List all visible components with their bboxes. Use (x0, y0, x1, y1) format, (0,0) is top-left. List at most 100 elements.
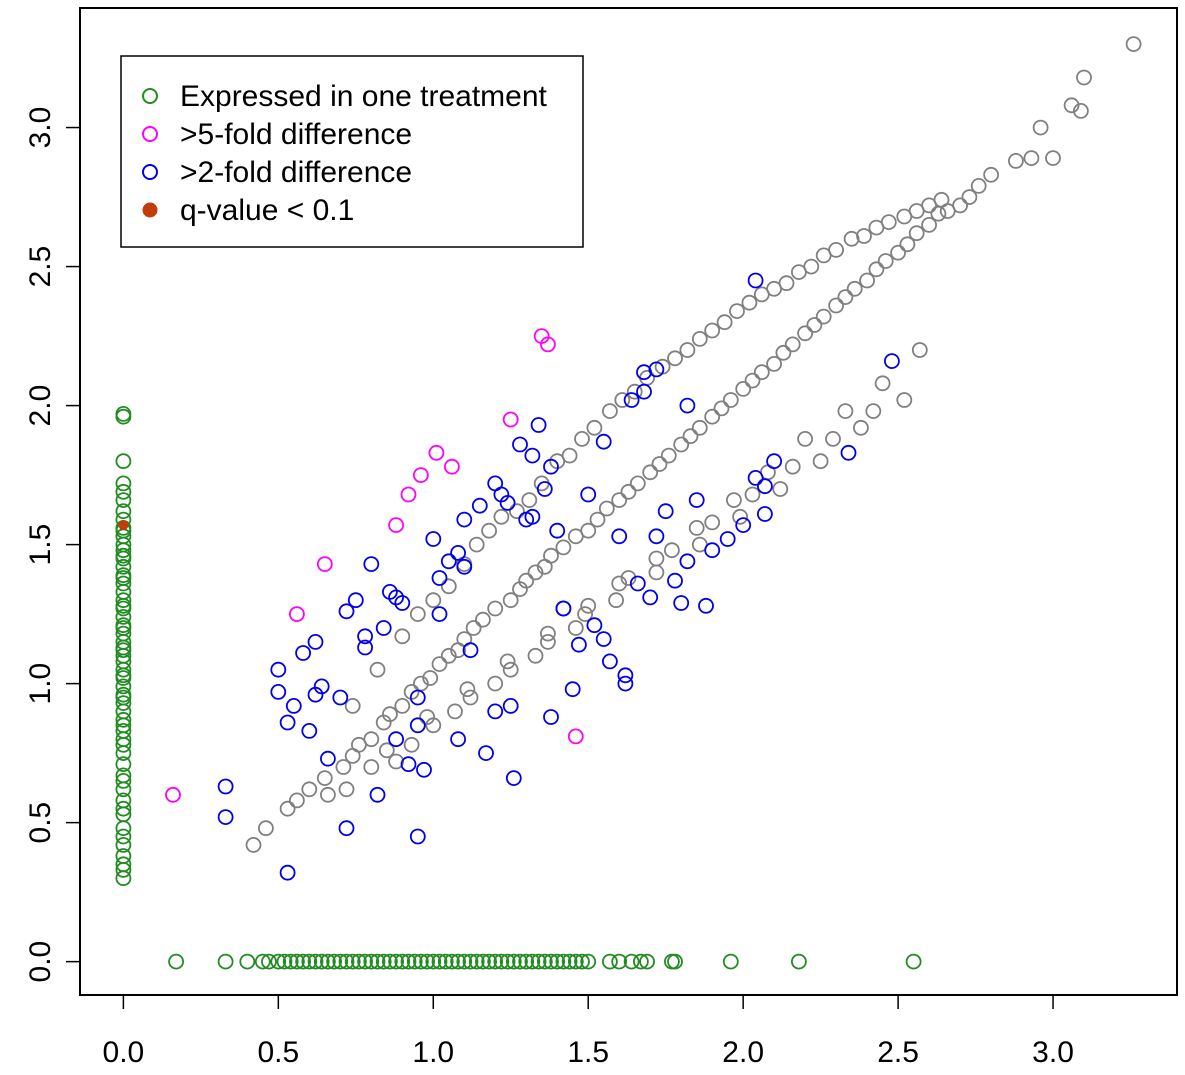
data-point (853, 419, 869, 436)
data-point (474, 953, 491, 970)
data-point (409, 828, 426, 845)
data-point (369, 786, 386, 803)
data-point (679, 553, 696, 570)
data-point (400, 486, 417, 503)
data-point (896, 392, 913, 408)
data-point (970, 177, 987, 194)
data-point (270, 684, 287, 700)
data-point (319, 953, 336, 970)
data-point (431, 570, 448, 586)
data-point (428, 444, 445, 461)
data-point (741, 294, 758, 311)
y-tick-label: 0.5 (24, 802, 57, 844)
data-point (726, 492, 742, 509)
data-point (478, 745, 494, 761)
data-point (115, 609, 132, 625)
data-point (217, 778, 234, 795)
data-point (586, 617, 603, 634)
data-point (431, 656, 448, 672)
data-point (1076, 69, 1092, 86)
data-point (115, 570, 132, 586)
data-point (301, 953, 318, 970)
data-point (363, 759, 380, 775)
y-tick-label: 0.0 (24, 941, 57, 983)
data-point (1125, 36, 1142, 52)
data-point (555, 953, 572, 970)
data-point (502, 411, 519, 428)
legend-label-2-fold: >2-fold difference (180, 156, 412, 189)
data-point (911, 342, 928, 358)
data-point (437, 953, 454, 970)
data-point (636, 383, 652, 400)
data-point (316, 770, 333, 786)
data-point (704, 542, 721, 559)
data-point (425, 592, 442, 609)
data-point (580, 953, 597, 970)
data-point (344, 698, 361, 714)
data-point (270, 661, 287, 678)
data-point (633, 953, 649, 970)
data-point (856, 228, 872, 244)
data-point (499, 953, 516, 970)
data-point (602, 653, 618, 670)
data-point (530, 417, 547, 433)
data-point (1032, 119, 1049, 136)
data-point (493, 508, 510, 525)
data-point (394, 698, 411, 714)
data-point (394, 595, 411, 611)
data-point (270, 953, 287, 970)
data-point (419, 953, 436, 970)
data-point (961, 189, 978, 206)
data-point (518, 572, 535, 589)
data-point (350, 953, 367, 970)
data-point (589, 511, 606, 528)
data-point (660, 447, 677, 464)
data-point (930, 205, 947, 222)
data-point (388, 953, 405, 970)
data-point (608, 592, 624, 609)
data-point (168, 953, 185, 970)
data-point (580, 522, 597, 539)
data-point (388, 517, 405, 533)
data-point (1008, 152, 1024, 169)
data-point (443, 953, 460, 970)
data-point (933, 191, 950, 208)
data-point (285, 698, 302, 714)
x-tick-label: 2.5 (877, 1036, 919, 1069)
data-point (450, 953, 467, 970)
data-point (747, 469, 764, 486)
data-point (357, 953, 374, 970)
data-point (313, 678, 330, 695)
data-point (394, 628, 411, 645)
data-point (561, 447, 578, 464)
data-point (667, 572, 683, 589)
legend-marker-one-treatment (142, 88, 158, 104)
data-point (602, 403, 618, 420)
data-point (716, 314, 733, 331)
data-point (890, 244, 906, 261)
data-point (115, 717, 132, 734)
data-point (282, 953, 299, 970)
data-point (664, 953, 680, 970)
data-point (115, 773, 132, 789)
data-point (338, 603, 355, 620)
data-point (784, 458, 801, 475)
data-point (279, 864, 296, 881)
data-point (679, 397, 696, 414)
y-tick-label: 2.5 (24, 246, 57, 288)
data-point (657, 503, 674, 520)
legend-box (120, 55, 584, 248)
data-point (344, 953, 361, 970)
data-point (651, 456, 668, 472)
data-point (319, 786, 336, 803)
y-tick-label: 2.0 (24, 385, 57, 427)
data-point (766, 355, 782, 372)
data-point (595, 631, 612, 647)
data-point (505, 770, 522, 786)
data-point (456, 953, 473, 970)
data-point (165, 786, 181, 803)
data-point (595, 433, 612, 450)
data-point (536, 481, 553, 497)
data-point (843, 230, 860, 247)
y-tick-label: 3.0 (24, 107, 57, 149)
